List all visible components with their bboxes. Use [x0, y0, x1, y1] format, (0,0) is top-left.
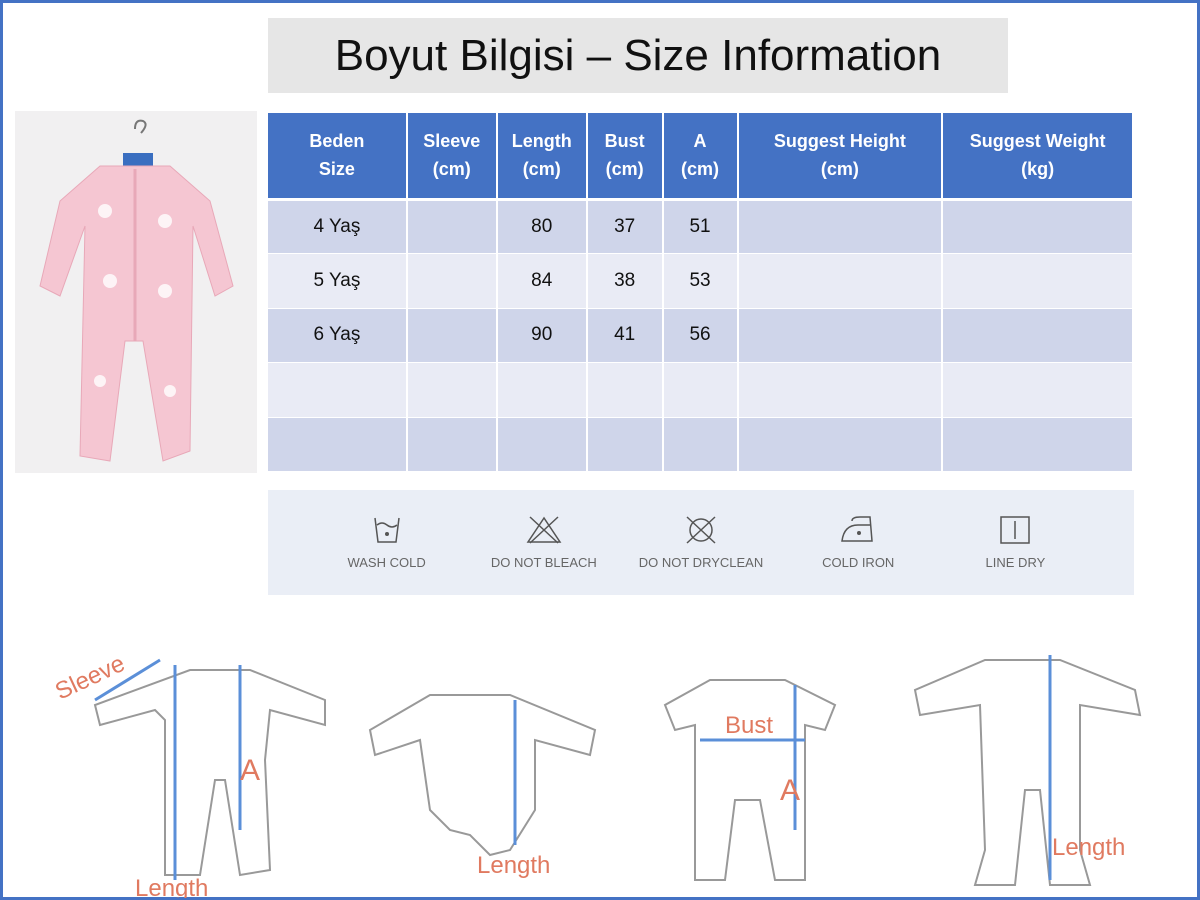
- table-cell: [406, 308, 498, 363]
- size-table: Beden Size Sleeve (cm) Length (cm) Bust …: [268, 113, 1134, 472]
- table-cell: [942, 199, 1134, 254]
- table-cell: 37: [586, 199, 664, 254]
- a-label: A: [240, 754, 260, 787]
- wash-cold-icon: [373, 517, 400, 543]
- care-label: DO NOT DRYCLEAN: [638, 555, 764, 570]
- table-cell: 53: [662, 253, 739, 309]
- table-cell: [737, 308, 944, 363]
- line-dry-icon: [1000, 516, 1031, 544]
- table-row: 5 Yaş 84 38 53: [268, 253, 1134, 309]
- bust-label: Bust: [725, 712, 773, 739]
- table-cell: 51: [662, 199, 739, 254]
- header-suggest-height: Suggest Height (cm): [737, 113, 944, 201]
- table-cell: [737, 199, 944, 254]
- do-not-dryclean-icon: [686, 516, 716, 544]
- table-cell: [496, 362, 588, 418]
- table-cell: [737, 417, 944, 472]
- table-cell: [406, 362, 498, 418]
- sleeve-measure-line: [94, 658, 161, 702]
- table-cell: [737, 362, 944, 418]
- table-cell: [662, 417, 739, 472]
- cold-iron-icon: [841, 516, 874, 542]
- length-label: Length: [135, 875, 208, 898]
- table-cell: 90: [496, 308, 588, 363]
- table-row: [268, 362, 1134, 418]
- care-label: WASH COLD: [347, 555, 426, 570]
- care-cold-iron: COLD IRON: [780, 515, 937, 570]
- table-cell: [942, 362, 1134, 418]
- table-cell: 4 Yaş: [268, 199, 408, 254]
- care-instructions: WASH COLD DO NOT BLEACH DO NOT DRYCLEAN …: [268, 490, 1134, 595]
- header-bust: Bust (cm): [586, 113, 664, 201]
- care-do-not-bleach: DO NOT BLEACH: [465, 515, 622, 570]
- care-label: COLD IRON: [822, 555, 895, 570]
- romper-long-sleeve-drawing: [93, 669, 326, 877]
- length-label: Length: [1052, 834, 1125, 861]
- care-label: DO NOT BLEACH: [490, 555, 597, 570]
- table-cell: 5 Yaş: [268, 253, 408, 309]
- header-sleeve: Sleeve (cm): [406, 113, 498, 201]
- table-cell: [662, 362, 739, 418]
- header-suggest-weight: Suggest Weight (kg): [942, 113, 1134, 201]
- bodysuit-drawing: [368, 694, 597, 857]
- table-cell: 6 Yaş: [268, 308, 408, 363]
- measurement-diagrams: Sleeve Length A Length Bust A Length: [51, 650, 1142, 898]
- table-cell: [942, 253, 1134, 309]
- table-cell: [406, 199, 498, 254]
- table-cell: 38: [586, 253, 664, 309]
- table-cell: [586, 362, 664, 418]
- table-cell: 56: [662, 308, 739, 363]
- table-cell: 84: [496, 253, 588, 309]
- table-cell: 80: [496, 199, 588, 254]
- table-cell: 41: [586, 308, 664, 363]
- table-cell: [942, 308, 1134, 363]
- table-row: 4 Yaş 80 37 51: [268, 199, 1134, 254]
- table-cell: [942, 417, 1134, 472]
- header-a: A (cm): [662, 113, 739, 201]
- table-cell: [268, 417, 408, 472]
- table-row: [268, 417, 1134, 472]
- table-cell: [737, 253, 944, 309]
- page-title: Boyut Bilgisi – Size Information: [268, 18, 1008, 93]
- length-label: Length: [477, 852, 550, 879]
- care-label: LINE DRY: [985, 555, 1046, 570]
- footed-romper-drawing: [913, 659, 1142, 886]
- header-size: Beden Size: [268, 113, 408, 201]
- care-do-not-dryclean: DO NOT DRYCLEAN: [622, 515, 779, 570]
- table-row: 6 Yaş 90 41 56: [268, 308, 1134, 363]
- table-cell: [586, 417, 664, 472]
- a-label: A: [780, 774, 800, 807]
- table-cell: [268, 362, 408, 418]
- care-line-dry: LINE DRY: [937, 515, 1094, 570]
- romper-short-sleeve-drawing: [663, 679, 837, 881]
- table-cell: [406, 253, 498, 309]
- product-photo: [15, 111, 257, 473]
- table-cell: [406, 417, 498, 472]
- do-not-bleach-icon: [526, 516, 562, 544]
- table-cell: [496, 417, 588, 472]
- header-length: Length (cm): [496, 113, 588, 201]
- care-wash-cold: WASH COLD: [308, 515, 465, 570]
